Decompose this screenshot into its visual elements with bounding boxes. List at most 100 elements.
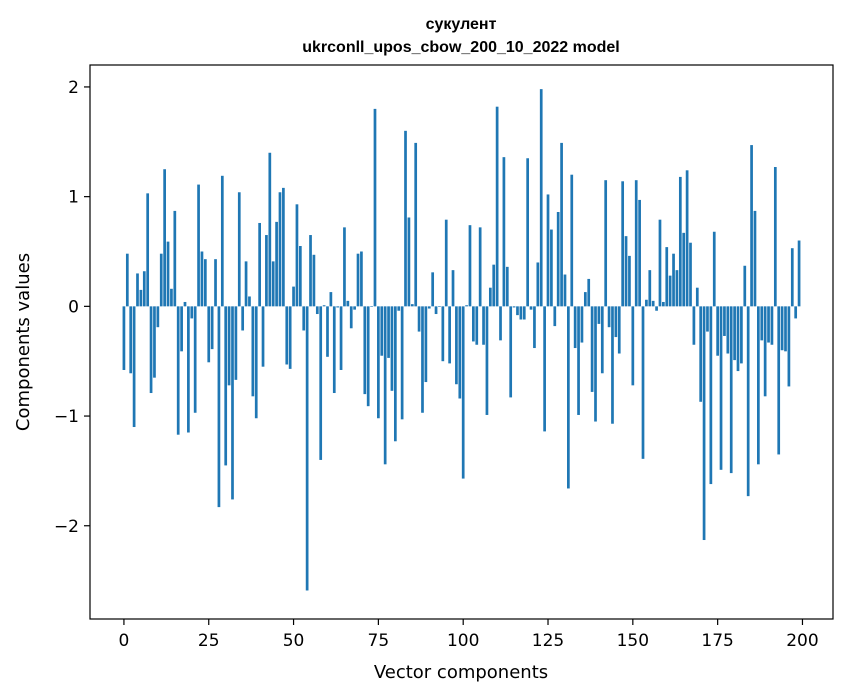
bar-81 (397, 306, 401, 311)
bar-166 (685, 170, 689, 307)
bar-190 (767, 306, 770, 343)
bar-26 (210, 306, 214, 350)
bar-125 (546, 194, 550, 307)
bar-127 (553, 306, 557, 327)
bar-186 (753, 210, 757, 307)
bar-19 (187, 306, 190, 433)
bar-108 (488, 287, 492, 307)
x-tick-label-175: 175 (701, 631, 733, 651)
y-tick-label--1: −1 (54, 407, 79, 427)
bar-52 (298, 246, 302, 307)
bar-69 (356, 253, 360, 307)
bar-62 (332, 306, 336, 394)
bar-119 (526, 158, 530, 307)
bar-136 (583, 292, 587, 307)
bar-12 (163, 169, 166, 307)
bar-148 (624, 236, 628, 307)
bar-193 (777, 306, 781, 455)
bar-141 (600, 306, 604, 374)
y-tick-label--2: −2 (54, 517, 79, 537)
bar-18 (183, 301, 187, 307)
bar-189 (763, 306, 767, 397)
bar-155 (648, 270, 652, 307)
bar-152 (638, 199, 641, 307)
bar-9 (153, 306, 156, 378)
bar-41 (261, 306, 265, 367)
bar-5 (139, 289, 143, 307)
x-tick-label-50: 50 (283, 631, 305, 651)
bar-45 (275, 221, 278, 307)
bar-97 (451, 270, 455, 307)
y-tick-label-2: 2 (68, 78, 79, 98)
bar-115 (512, 306, 516, 308)
bar-94 (441, 306, 445, 362)
bar-43 (268, 152, 272, 307)
bar-163 (675, 270, 679, 307)
bar-164 (678, 176, 682, 307)
bar-20 (190, 306, 194, 319)
bar-100 (461, 306, 465, 479)
plot-frame (89, 64, 834, 620)
bar-114 (509, 306, 513, 398)
bar-156 (651, 300, 655, 307)
bar-64 (339, 306, 343, 370)
bar-80 (393, 306, 397, 442)
y-axis-label: Components values (13, 253, 34, 431)
bar-83 (404, 130, 407, 307)
bar-82 (400, 306, 404, 420)
bar-149 (628, 255, 631, 307)
bar-144 (611, 306, 614, 424)
bar-137 (587, 278, 591, 307)
bar-54 (305, 306, 309, 591)
bar-124 (543, 306, 546, 432)
bar-38 (251, 306, 255, 397)
bar-77 (383, 306, 387, 465)
bar-7 (146, 193, 150, 307)
bar-158 (658, 219, 662, 307)
bar-154 (645, 299, 648, 307)
bar-182 (740, 306, 743, 364)
bar-76 (380, 306, 384, 356)
bar-61 (329, 292, 333, 307)
chart-title-line-1: сукулент (426, 16, 497, 33)
bar-67 (349, 306, 353, 329)
bar-165 (682, 232, 686, 307)
bar-21 (193, 306, 197, 413)
x-tick-label-25: 25 (198, 631, 220, 651)
bar-194 (780, 306, 784, 351)
bar-55 (309, 235, 312, 307)
bar-40 (258, 222, 261, 307)
bar-184 (746, 306, 750, 497)
bar-171 (702, 306, 706, 541)
bar-50 (292, 286, 295, 307)
x-tick-label-200: 200 (786, 631, 818, 651)
bar-58 (319, 306, 323, 460)
bar-2 (129, 306, 133, 374)
bar-25 (207, 306, 211, 363)
bar-13 (166, 241, 170, 307)
bar-109 (492, 264, 496, 307)
bar-126 (550, 229, 553, 307)
bar-169 (695, 287, 699, 307)
bar-49 (288, 306, 292, 369)
bar-130 (563, 274, 567, 307)
bar-0 (122, 306, 126, 370)
bar-72 (366, 306, 370, 407)
bar-96 (448, 306, 451, 364)
bar-71 (363, 306, 367, 395)
y-axis-ticks: −2 −1 0 1 2 (54, 78, 90, 537)
bar-122 (536, 262, 540, 307)
bar-162 (672, 253, 675, 307)
bar-79 (390, 306, 394, 391)
bar-99 (458, 306, 462, 399)
bar-8 (149, 306, 153, 394)
bar-116 (516, 306, 519, 316)
bar-87 (417, 306, 421, 332)
bar-44 (271, 261, 275, 307)
x-tick-label-150: 150 (617, 631, 649, 651)
bar-51 (295, 204, 299, 307)
bar-34 (237, 192, 241, 307)
bar-153 (641, 306, 645, 459)
bar-111 (499, 306, 502, 341)
bar-167 (689, 242, 692, 307)
